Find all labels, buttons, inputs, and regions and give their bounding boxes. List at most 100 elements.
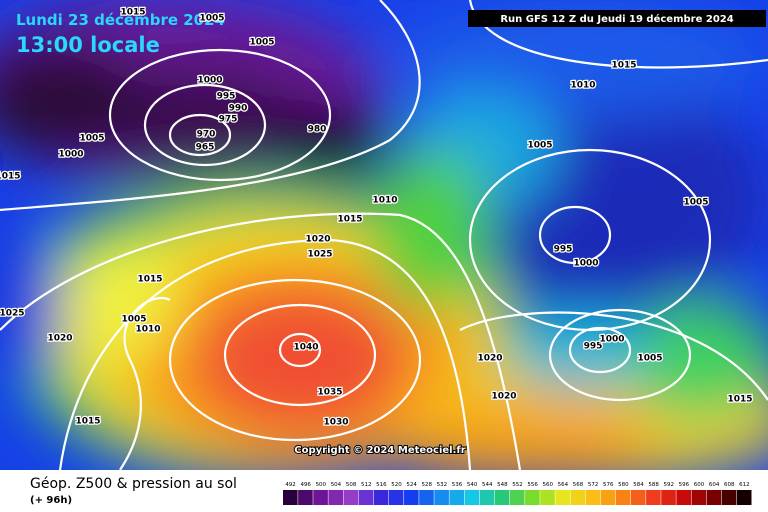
colorbar-label: 524 [406,482,417,488]
colorbar-cell [373,490,389,505]
isobar-label: 970 [197,130,216,140]
colorbar-label: 540 [467,482,478,488]
colorbar-label: 608 [724,482,735,488]
colorbar-cell [555,490,570,505]
colorbar-cell [525,490,540,505]
footer-lead: (+ 96h) [30,495,72,506]
colorbar-label: 592 [664,482,675,488]
colorbar-label: 536 [452,482,463,488]
isobar-label: 1020 [47,334,72,344]
isobar-label: 1005 [199,14,224,24]
isobar-label: 1015 [0,172,21,182]
isobar-label: 1015 [611,61,636,71]
colorbar-label: 508 [346,482,357,488]
isobar-label: 1015 [337,215,362,225]
footer-title: Géop. Z500 & pression au sol [30,476,237,492]
colorbar-label: 556 [527,482,538,488]
colorbar-cell [464,490,480,505]
colorbar-cell [313,490,328,505]
colorbar-label: 552 [512,482,523,488]
colorbar-label: 600 [694,482,705,488]
isobar-label: 1005 [527,141,552,151]
colorbar: 492 496 500 504 508 512 516 520 524 528 532 536 540 5… [283,482,752,505]
colorbar-label: 576 [603,482,614,488]
isobar-label: 1015 [727,395,752,405]
colorbar-cell [283,490,298,505]
colorbar-label: 532 [437,482,448,488]
run-info: Run GFS 12 Z du Jeudi 19 décembre 2024 [500,13,733,25]
isobar-label: 995 [584,342,603,352]
isobar-label: 1020 [305,235,330,245]
colorbar-label: 596 [679,482,690,488]
colorbar-cell [343,490,359,505]
colorbar-cell [706,490,722,505]
colorbar-label: 564 [558,482,569,488]
isobar-label: 1010 [135,325,160,335]
colorbar-cell [419,490,434,505]
time: 13:00 locale [16,33,160,57]
isobar-label: 1035 [317,388,342,398]
colorbar-cell [404,490,419,505]
field [0,0,768,470]
isobar-label: 995 [217,92,236,102]
colorbar-label: 584 [633,482,644,488]
colorbar-label: 492 [285,482,296,488]
colorbar-cell [691,490,707,505]
colorbar-cell [600,490,616,505]
isobar-label: 1005 [683,198,708,208]
colorbar-label: 504 [331,482,342,488]
copyright: Copyright © 2024 Meteociel.fr [294,445,465,456]
colorbar-label: 512 [361,482,372,488]
colorbar-label: 520 [391,482,402,488]
isobar-label: 975 [219,115,238,125]
colorbar-cell [434,490,449,505]
isobar-label: 1010 [570,81,595,91]
colorbar-cell [646,490,661,505]
colorbar-cell [479,490,495,505]
isobar-label: 1020 [491,392,516,402]
isobar-label: 1010 [372,196,397,206]
colorbar-label: 568 [573,482,584,488]
colorbar-label: 500 [316,482,327,488]
colorbar-label: 572 [588,482,599,488]
colorbar-label: 548 [497,482,508,488]
isobar-label: 1005 [121,315,146,325]
colorbar-label: 528 [421,482,432,488]
isobar-label: 1005 [637,354,662,364]
colorbar-cell [736,490,752,505]
colorbar-cell [676,490,691,505]
colorbar-cell [449,490,465,505]
isobar-label: 1005 [79,134,104,144]
isobar-label: 1040 [293,343,318,353]
isobar-label: 1005 [249,38,274,48]
isobar-label: 1015 [120,8,145,18]
colorbar-cell [585,490,601,505]
colorbar-cell [615,490,631,505]
isobar-label: 1015 [75,417,100,427]
colorbar-cell [298,490,313,505]
isobar-label: 1025 [0,309,25,319]
isobar-label: 1000 [573,259,598,269]
colorbar-cell [721,490,737,505]
isobar-label: 1020 [477,354,502,364]
colorbar-cell [494,490,510,505]
colorbar-label: 604 [709,482,720,488]
isobar-label: 1000 [197,76,222,86]
colorbar-cell [358,490,374,505]
colorbar-cell [328,490,344,505]
colorbar-label: 516 [376,482,387,488]
colorbar-cell [540,490,555,505]
isobar-label: 1000 [58,150,83,160]
isobars [0,0,768,470]
colorbar-cell [509,490,525,505]
colorbar-label: 544 [482,482,493,488]
date: Lundi 23 décembre 2024 [16,11,225,29]
isobar-label: 1025 [307,250,332,260]
isobar-labels: 1015100510051000995990975970965980100510… [0,6,754,429]
isobar-label: 965 [196,143,215,153]
colorbar-cell [388,490,404,505]
colorbar-label: 580 [618,482,629,488]
colorbar-cell [570,490,586,505]
isobar-label: 980 [308,125,327,135]
colorbar-label: 612 [739,482,750,488]
